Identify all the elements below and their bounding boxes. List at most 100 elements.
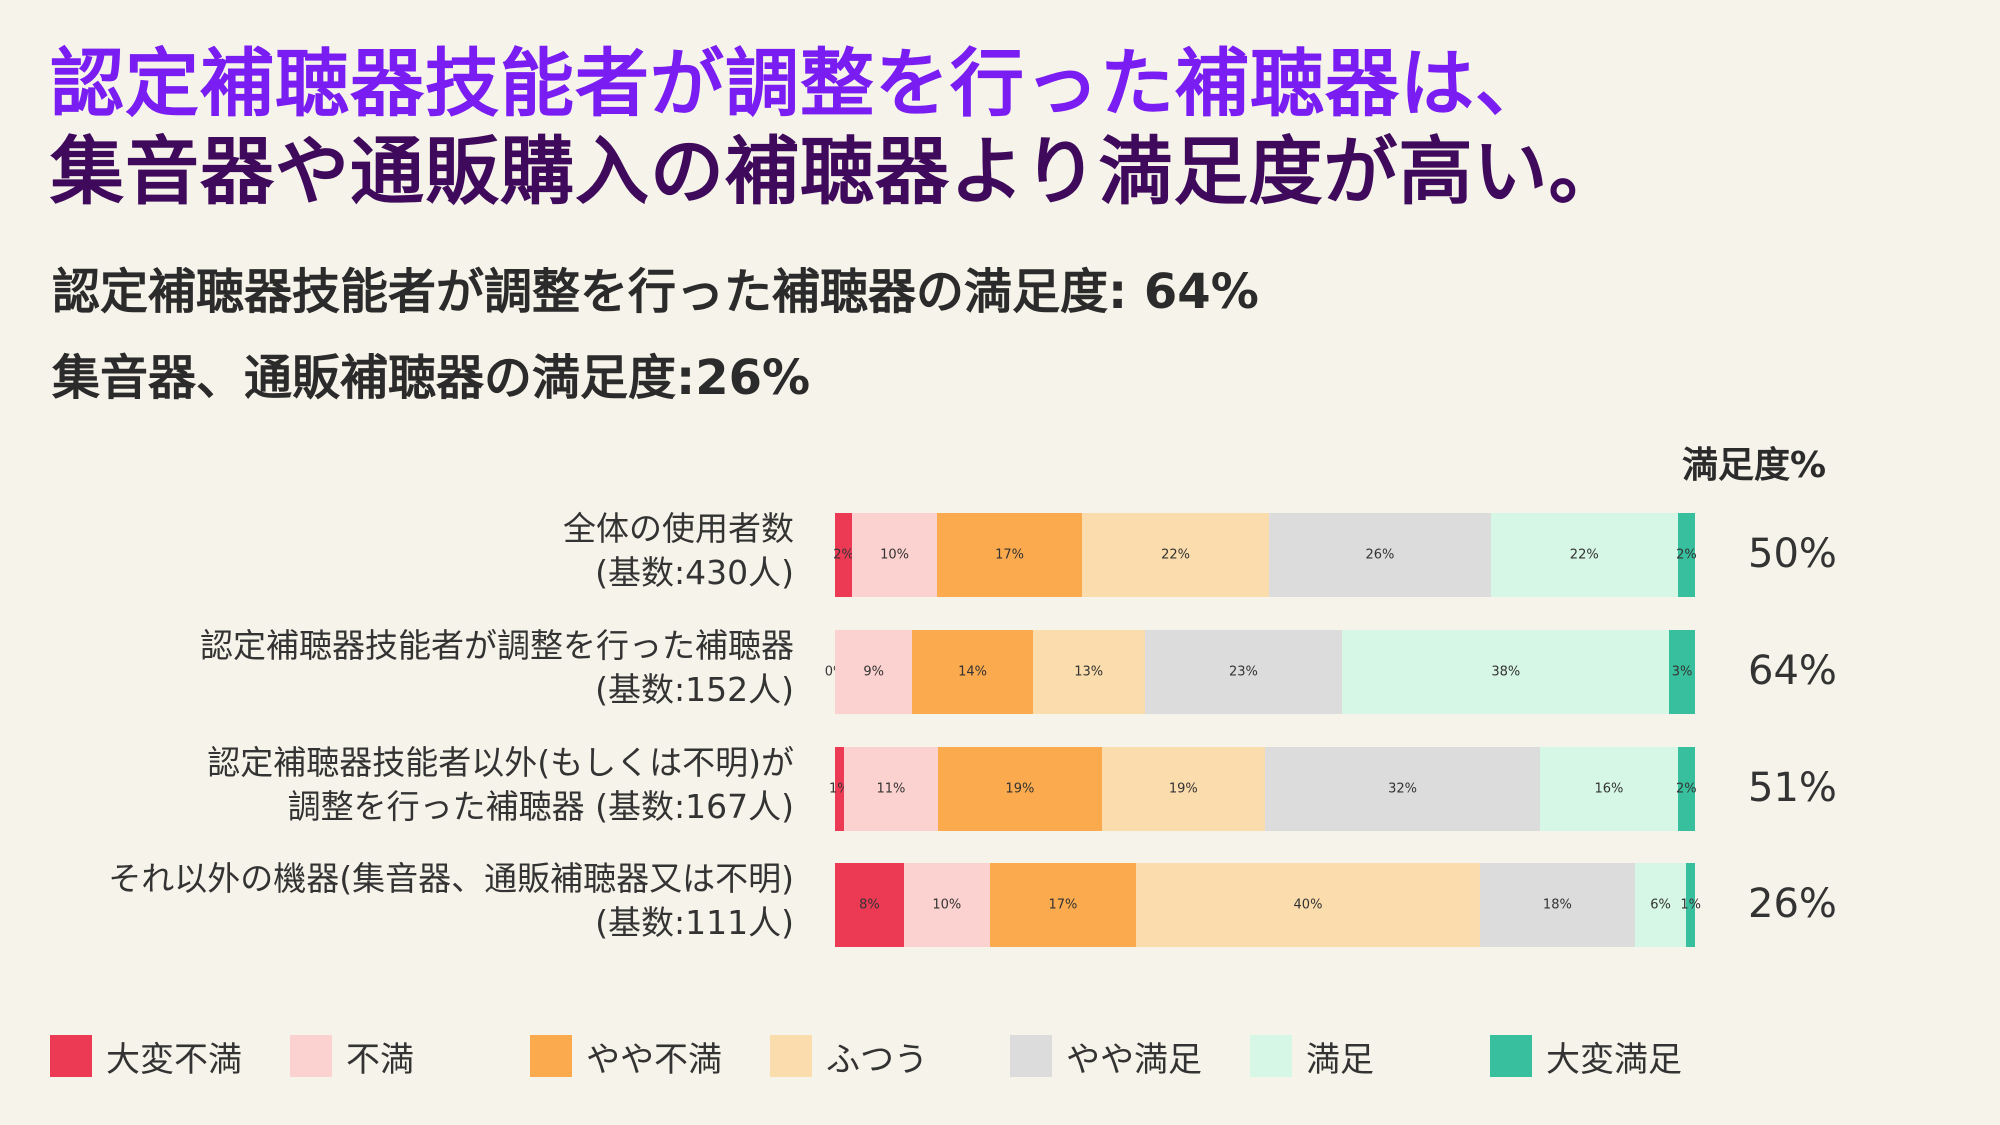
subhead-certified: 認定補聴器技能者が調整を行った補聴器の満足度: 64% [52,264,1259,320]
row-label-line: 認定補聴器技能者が調整を行った補聴器 [200,626,794,665]
segment-value-label: 16% [1594,781,1624,797]
satisfaction-value: 64% [1748,648,1837,694]
legend-label: ふつう [826,1039,928,1080]
segment-value-label: 32% [1388,781,1418,797]
legend-label: 不満 [346,1039,414,1080]
bar-segment: 17% [989,863,1136,947]
bar-segment: 9% [835,630,913,714]
segment-value-label: 17% [1048,897,1078,913]
bar-segment: 11% [843,747,939,831]
segment-value-label: 9% [863,664,884,680]
row-label-line: 全体の使用者数 [563,509,794,548]
bar-segment: 2% [1676,513,1697,597]
segment-value-label: 2% [833,547,854,563]
bar-segment: 19% [938,747,1102,831]
segment-value-label: 17% [995,547,1024,563]
legend-swatch [290,1035,332,1077]
segment-value-label: 2% [1676,547,1697,563]
segment-value-label: 22% [1569,547,1599,563]
segment-value-label: 14% [958,664,988,680]
stacked-bar: 8% 10% 17% 40% 18% 6% 1% [835,863,1701,947]
satisfaction-value: 51% [1748,765,1837,811]
stacked-bar: 1% 11% 19% 19% 32% 16% 2% [829,747,1697,831]
bar-segment: 26% [1269,513,1491,597]
legend-label: やや不満 [586,1039,722,1080]
legend-item: やや満足 [1010,1034,1202,1080]
segment-value-label: 23% [1229,664,1258,680]
bar-segment: 2% [833,513,854,597]
row-label-line: (基数:111人) [595,903,794,942]
segment-value-label: 22% [1161,547,1191,563]
segment-value-label: 8% [859,897,880,913]
legend-swatch [530,1035,572,1077]
satisfaction-header: 満足度% [1682,445,1827,486]
bar-segment: 38% [1342,630,1670,714]
segment-value-label: 26% [1365,547,1395,563]
segment-value-label: 38% [1491,664,1521,680]
segment-value-label: 18% [1542,897,1572,913]
row-label: 全体の使用者数 (基数:430人) [14,507,794,595]
row-label-line: それ以外の機器(集音器、通販補聴器又は不明) [108,859,794,898]
headline-line-1: 認定補聴器技能者が調整を行った補聴器は、 [50,41,1550,127]
bar-segment: 1% [829,747,850,831]
legend-swatch [1250,1035,1292,1077]
bar-segment: 8% [835,863,904,947]
legend-label: 大変不満 [106,1039,242,1080]
segment-value-label: 19% [1168,781,1198,797]
legend-swatch [770,1035,812,1077]
segment-value-label: 1% [1680,897,1701,913]
segment-value-label: 19% [1005,781,1035,797]
segment-value-label: 13% [1074,664,1104,680]
row-label: それ以外の機器(集音器、通販補聴器又は不明) (基数:111人) [14,857,794,945]
legend-item: 不満 [290,1034,414,1080]
stacked-bar: 2% 10% 17% 22% 26% 22% 2% [833,513,1697,597]
bar-segment: 22% [1490,513,1678,597]
bar-segment: 10% [903,863,990,947]
row-label: 認定補聴器技能者が調整を行った補聴器 (基数:152人) [14,624,794,712]
headline: 認定補聴器技能者が調整を行った補聴器は、 集音器や通販購入の補聴器より満足度が高… [50,40,1624,216]
satisfaction-value: 50% [1748,531,1837,577]
segment-value-label: 10% [932,897,962,913]
legend-label: 満足 [1306,1039,1374,1080]
bar-segment: 14% [912,630,1033,714]
bar-segment: 6% [1634,863,1687,947]
stacked-bar: 0%9%14%13%23%38%3% [825,630,1695,714]
bar-segment: 18% [1479,863,1635,947]
legend-swatch [50,1035,92,1077]
satisfaction-value: 26% [1748,881,1837,927]
legend-item: 大変満足 [1490,1034,1682,1080]
bar-segment: 2% [1676,747,1697,831]
legend-swatch [1010,1035,1052,1077]
legend-item: ふつう [770,1034,928,1080]
segment-value-label: 10% [880,547,910,563]
bar-segment: 19% [1101,747,1265,831]
headline-line-2: 集音器や通販購入の補聴器より満足度が高い。 [50,129,1624,215]
bar-segment: 40% [1135,863,1480,947]
segment-value-label: 2% [1676,781,1697,797]
legend-label: やや満足 [1066,1039,1202,1080]
bar-segment: 22% [1081,513,1270,597]
row-label-line: (基数:152人) [595,670,794,709]
segment-value-label: 6% [1650,897,1671,913]
bar-segment: 13% [1032,630,1145,714]
bar-segment: 32% [1264,747,1541,831]
legend-item: 満足 [1250,1034,1374,1080]
bar-segment: 10% [852,513,938,597]
legend-label: 大変満足 [1546,1039,1682,1080]
bar-segment: 16% [1540,747,1678,831]
bar-segment: 3% [1669,630,1695,714]
legend-item: やや不満 [530,1034,722,1080]
legend-item: 大変不満 [50,1034,242,1080]
row-label: 認定補聴器技能者以外(もしくは不明)が調整を行った補聴器 (基数:167人) [14,741,794,829]
segment-value-label: 3% [1671,664,1693,680]
row-label-line: (基数:430人) [595,553,794,592]
legend-swatch [1490,1035,1532,1077]
bar-segment: 23% [1144,630,1343,714]
segment-value-label: 40% [1293,897,1323,913]
bar-segment: 17% [937,513,1082,597]
bar-segment: 1% [1680,863,1701,947]
row-label-line: 調整を行った補聴器 (基数:167人) [287,787,794,826]
segment-value-label: 11% [876,781,906,797]
row-label-line: 認定補聴器技能者以外(もしくは不明)が [207,743,794,782]
subhead-sound-collector: 集音器、通販補聴器の満足度:26% [52,350,811,406]
